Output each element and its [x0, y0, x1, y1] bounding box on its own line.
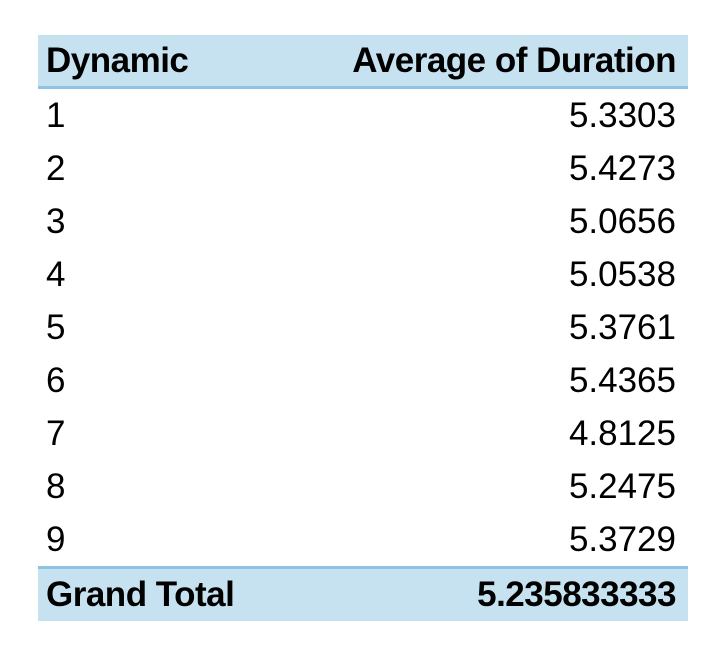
- table-row: 1 5.3303: [38, 89, 688, 142]
- row-value: 5.4273: [568, 148, 676, 188]
- column-header-average-duration: Average of Duration: [352, 40, 676, 80]
- row-label: 9: [46, 519, 66, 559]
- row-label: 2: [46, 148, 66, 188]
- row-label: 4: [46, 254, 66, 294]
- grand-total-row: Grand Total 5.235833333: [38, 566, 688, 621]
- table-row: 9 5.3729: [38, 513, 688, 566]
- table-row: 2 5.4273: [38, 142, 688, 195]
- row-label: 7: [46, 413, 66, 453]
- grand-total-value: 5.235833333: [477, 575, 676, 614]
- table-row: 6 5.4365: [38, 354, 688, 407]
- grand-total-label: Grand Total: [46, 575, 235, 614]
- table-body: 1 5.3303 2 5.4273 3 5.0656 4 5.0538 5 5.3761 6 5.43…: [38, 89, 688, 566]
- row-value: 5.3303: [568, 95, 676, 135]
- row-value: 4.8125: [568, 413, 676, 453]
- table-row: 4 5.0538: [38, 248, 688, 301]
- row-label: 3: [46, 201, 66, 241]
- header-row: Dynamic Average of Duration: [38, 35, 688, 89]
- row-value: 5.4365: [568, 360, 676, 400]
- column-header-dynamic: Dynamic: [46, 40, 189, 80]
- table-row: 5 5.3761: [38, 301, 688, 354]
- row-value: 5.3761: [568, 307, 676, 347]
- pivot-table: Dynamic Average of Duration 1 5.3303 2 5.42…: [38, 35, 688, 621]
- row-value: 5.3729: [568, 519, 676, 559]
- row-label: 8: [46, 466, 66, 506]
- row-value: 5.0656: [568, 201, 676, 241]
- row-value: 5.0538: [568, 254, 676, 294]
- row-label: 1: [46, 95, 66, 135]
- table-row: 7 4.8125: [38, 407, 688, 460]
- table-row: 3 5.0656: [38, 195, 688, 248]
- table-row: 8 5.2475: [38, 460, 688, 513]
- row-label: 6: [46, 360, 66, 400]
- row-value: 5.2475: [568, 466, 676, 506]
- row-label: 5: [46, 307, 66, 347]
